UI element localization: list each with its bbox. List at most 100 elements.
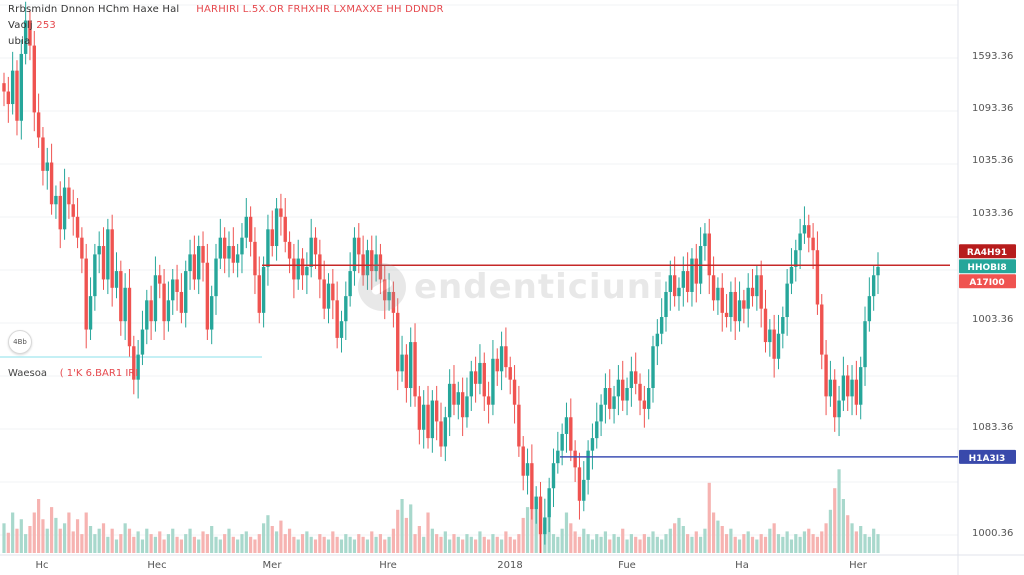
price-axis-label: 1593.36 [972,51,1013,62]
candle-body [266,229,270,267]
candle-body [763,308,768,343]
candle-body [478,362,482,384]
volume-bar [335,536,339,553]
candle [218,218,223,269]
candle-body [659,317,664,334]
candle [205,243,210,340]
volume-legend[interactable]: Vaolj 253 [8,20,56,31]
candle [158,264,162,299]
candle-body [335,300,339,338]
volume-bar [166,534,171,553]
candle-body [71,204,75,217]
candle-body [175,279,179,292]
candle-body [309,237,313,267]
volume-bar [569,523,573,553]
price-tag-change-bg [959,274,1016,289]
indicator-legend[interactable]: ubia [8,36,30,47]
volume-bar [2,523,6,553]
collapse-legend-button[interactable]: 4Bb [8,330,32,354]
volume-bar [699,536,703,553]
candle [833,369,837,432]
candle [413,323,417,407]
volume-bar [396,509,400,553]
volume-bar [262,523,266,553]
candle [179,273,184,324]
candle-body [443,417,448,447]
volume-bar [387,536,391,553]
volume-bar [361,536,365,553]
volume-bar [422,536,426,553]
candle [707,218,711,295]
candle [184,260,188,328]
candle-body [642,400,647,409]
volume-bar [391,528,396,553]
candle-body [590,438,595,451]
candle [36,93,41,148]
candle [339,310,344,353]
candle [642,385,647,428]
price-tag-last-bg [959,259,1016,274]
symbol-legend[interactable]: Rrbsmidn Dnnon HChm Haxe Hal HARHIRI L.5… [8,4,444,15]
candle [209,285,214,345]
candle [447,369,452,437]
volume-bar [244,531,248,553]
candle [668,260,673,311]
volume-bar [720,526,724,553]
time-axis-label: Hc [35,560,48,571]
candle [114,252,119,299]
candle-body [772,329,776,359]
candle [694,243,698,303]
candle [439,402,443,457]
volume-bars [2,469,880,553]
candle-body [162,283,166,322]
candle [292,243,296,299]
candle [97,231,101,274]
volume-bar [798,536,802,553]
candle [651,335,655,403]
candle-body [357,237,361,255]
candle-body [824,354,828,397]
candle [759,260,763,328]
candle-body [595,421,599,439]
candle-body [724,312,729,318]
candle-body [534,496,538,510]
candle-body [352,237,357,272]
candle [344,281,348,340]
candle [391,281,396,328]
volume-bar [37,499,41,553]
candle [560,423,564,466]
candle [828,360,833,407]
volume-bar [430,528,434,553]
candle [582,461,586,512]
candle [564,402,569,453]
candle-body [235,254,240,263]
volume-bar [530,490,534,553]
candle-body [93,254,97,297]
volume-bar [686,534,690,553]
candle [664,281,668,332]
candle [171,269,175,315]
candle-body [313,237,318,255]
candle-body [300,258,305,276]
candle [192,235,197,290]
volume-bar [465,534,469,553]
volume-bar [694,531,698,553]
candle-body [132,346,136,380]
time-axis-label: Ha [735,560,749,571]
candle [434,385,439,441]
volume-bar [737,539,742,553]
candle-body [707,233,711,276]
candle-body [322,279,326,309]
candle [67,177,71,219]
candle-body [36,112,41,138]
candle-body [339,321,344,338]
volume-bar [582,528,586,553]
volume-bar [357,534,361,553]
volume-bar [867,536,871,553]
candle-body [798,233,802,251]
candle-body [499,346,504,372]
candle-body [274,208,279,247]
sub-pane-legend[interactable]: Waesoa ( 1'K 6.BAR1 IRI [8,368,138,379]
